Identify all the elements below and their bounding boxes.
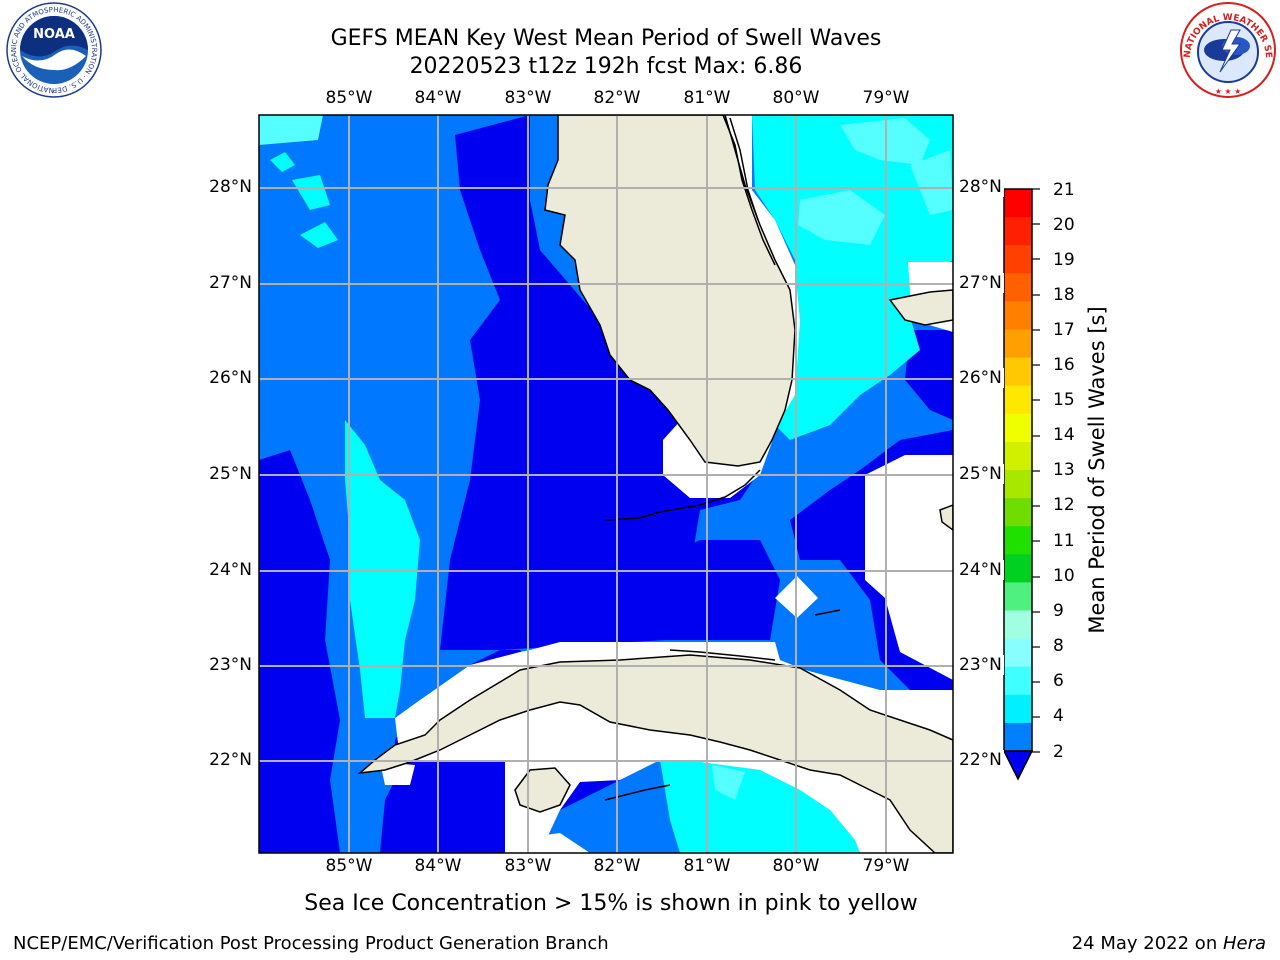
colorbar-tick-19: 19 — [1053, 250, 1075, 270]
colorbar-swatch — [1004, 498, 1032, 527]
colorbar-tick-21: 21 — [1053, 180, 1075, 200]
colorbar-swatch — [1004, 666, 1032, 696]
sea-ice-note: Sea Ice Concentration > 15% is shown in … — [304, 891, 918, 916]
lat-label-left-23n: 23°N — [209, 655, 252, 675]
lon-label-top-84w: 84°W — [414, 88, 462, 108]
lon-label-top-80w: 80°W — [772, 88, 820, 108]
colorbar-swatch — [1004, 329, 1032, 359]
lon-label-bottom-80w: 80°W — [772, 856, 820, 876]
colorbar-swatch — [1004, 189, 1032, 218]
colorbar-frame — [1003, 188, 1033, 752]
map-gridlines — [259, 115, 953, 853]
colorbar-tick-20: 20 — [1053, 215, 1075, 235]
lat-label-right-28n: 28°N — [959, 177, 1004, 197]
footer-date: 24 May 2022 on Hera — [1072, 933, 1266, 954]
colorbar-tick-6: 6 — [1053, 671, 1064, 691]
cuba — [357, 654, 953, 853]
lat-label-left-22n: 22°N — [209, 750, 252, 770]
lat-label-right-24n: 24°N — [959, 560, 1004, 580]
colorbar-swatch — [1004, 610, 1032, 640]
colorbar-tick-4: 4 — [1053, 706, 1064, 726]
swell-band-6-8 — [270, 115, 953, 853]
colorbar-swatch — [1004, 245, 1032, 274]
lon-label-bottom-85w: 85°W — [325, 856, 373, 876]
nws-logo: NATIONAL WEATHER SERVICE ★ ★ ★ — [1176, 0, 1276, 98]
colorbar-swatch — [1004, 413, 1032, 443]
lat-label-right-23n: 23°N — [959, 655, 1004, 675]
colorbar-tick-9: 9 — [1053, 601, 1064, 621]
colorbar-tick-8: 8 — [1053, 636, 1064, 656]
colorbar-swatch — [1004, 357, 1032, 387]
colorbar-swatch — [1004, 722, 1032, 752]
lon-label-bottom-82w: 82°W — [593, 856, 641, 876]
colorbar-swatch — [1004, 301, 1032, 330]
lat-label-right-27n: 27°N — [959, 273, 1004, 293]
colorbar-tick-11: 11 — [1053, 531, 1075, 551]
colorbar-swatch — [1004, 554, 1032, 583]
colorbar-extend-triangle — [1002, 750, 1034, 781]
colorbar-tick-13: 13 — [1053, 460, 1075, 480]
lat-label-left-26n: 26°N — [209, 368, 252, 388]
noaa-logo: NATIONAL OCEANIC AND ATMOSPHERIC ADMINIS… — [0, 0, 102, 98]
colorbar-title: Mean Period of Swell Waves [s] — [1085, 306, 1109, 634]
chart-title: GEFS MEAN Key West Mean Period of Swell … — [330, 26, 882, 51]
colorbar-swatch — [1004, 385, 1032, 415]
footer-host: Hera — [1222, 933, 1266, 954]
lat-label-right-25n: 25°N — [959, 464, 1004, 484]
colorbar-tick-14: 14 — [1053, 425, 1075, 445]
colorbar-swatch — [1004, 470, 1032, 499]
colorbar-swatch — [1004, 694, 1032, 724]
lat-label-left-25n: 25°N — [209, 464, 252, 484]
noaa-logo-text: NOAA — [33, 27, 75, 42]
colorbar-swatch — [1004, 582, 1032, 611]
lon-label-bottom-79w: 79°W — [862, 856, 910, 876]
lon-label-bottom-84w: 84°W — [414, 856, 462, 876]
lon-label-top-81w: 81°W — [683, 88, 731, 108]
colorbar-swatch — [1004, 441, 1032, 471]
coastline — [604, 115, 841, 801]
map-frame — [258, 114, 954, 854]
colorbar-swatch — [1004, 638, 1032, 668]
lat-label-right-26n: 26°N — [959, 368, 1004, 388]
lon-label-bottom-81w: 81°W — [683, 856, 731, 876]
colorbar-tick-10: 10 — [1053, 566, 1075, 586]
colorbar — [1002, 188, 1040, 781]
footer-date-text: 24 May 2022 on — [1071, 933, 1223, 954]
lat-label-left-24n: 24°N — [209, 560, 252, 580]
colorbar-swatch — [1004, 526, 1032, 555]
chart-subtitle-date: 20220523 t12z 192h fcst Max: 6.86 — [409, 54, 803, 79]
lon-label-bottom-83w: 83°W — [504, 856, 552, 876]
colorbar-tick-18: 18 — [1053, 285, 1075, 305]
andros-edge — [939, 504, 953, 531]
map-plot-area — [259, 115, 953, 853]
colorbar-tick-2: 2 — [1053, 742, 1064, 762]
lat-label-right-22n: 22°N — [959, 750, 1004, 770]
colorbar-tick-12: 12 — [1053, 495, 1075, 515]
colorbar-tick-15: 15 — [1053, 390, 1075, 410]
colorbar-tick-16: 16 — [1053, 355, 1075, 375]
footer-credit: NCEP/EMC/Verification Post Processing Pr… — [13, 933, 609, 954]
colorbar-swatch — [1004, 217, 1032, 246]
lat-label-left-27n: 27°N — [209, 273, 252, 293]
lon-label-top-83w: 83°W — [504, 88, 552, 108]
grand-bahama — [888, 289, 953, 326]
lon-label-top-82w: 82°W — [593, 88, 641, 108]
lon-label-top-79w: 79°W — [862, 88, 910, 108]
colorbar-tick-17: 17 — [1053, 320, 1075, 340]
lat-label-left-28n: 28°N — [209, 177, 252, 197]
colorbar-swatch — [1004, 273, 1032, 302]
svg-text:★ ★ ★: ★ ★ ★ — [1215, 87, 1242, 96]
lon-label-top-85w: 85°W — [325, 88, 373, 108]
